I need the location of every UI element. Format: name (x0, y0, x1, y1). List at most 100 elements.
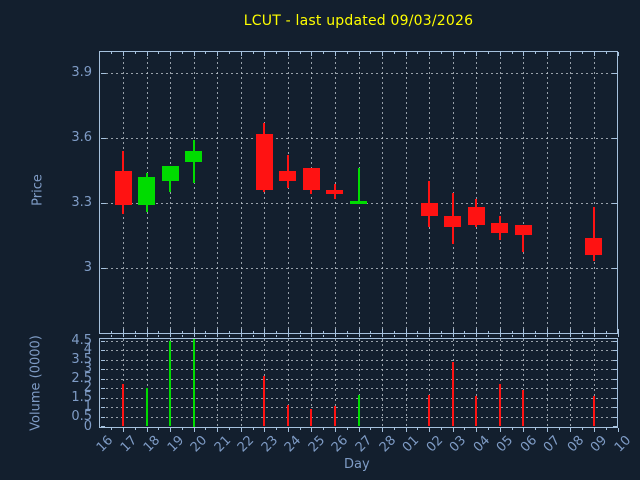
volume-bar (310, 409, 313, 427)
x-tick (346, 428, 348, 430)
gridline-vertical (546, 338, 548, 426)
x-tick (229, 52, 230, 54)
x-tick (582, 52, 584, 54)
x-tick (370, 52, 372, 54)
x-tick (264, 428, 266, 432)
volume-bar (357, 394, 360, 427)
x-tick (617, 428, 619, 432)
volume-bar (263, 375, 266, 427)
x-tick (311, 329, 313, 333)
x-tick (205, 52, 207, 54)
x-tick (252, 52, 254, 54)
x-tick (123, 52, 125, 56)
y-tick (612, 73, 617, 74)
gridline-vertical (499, 338, 501, 426)
price-tick-label: 3.6 (71, 130, 92, 145)
volume-bar (286, 404, 289, 427)
x-tick (170, 329, 172, 333)
candle-body (514, 224, 532, 236)
chart-title: LCUT - last updated 09/03/2026 (243, 13, 474, 29)
x-tick (382, 333, 384, 337)
x-tick (440, 335, 442, 337)
x-tick (346, 335, 348, 337)
x-tick-label: 22 (235, 433, 258, 456)
x-tick (429, 333, 431, 337)
x-tick (346, 331, 348, 333)
x-tick (170, 52, 172, 56)
x-tick-label: 19 (164, 433, 187, 456)
x-tick (370, 428, 372, 430)
x-tick (570, 428, 572, 432)
candle-body (350, 200, 367, 205)
price-tick-label: 3 (83, 260, 92, 275)
x-tick (382, 329, 384, 333)
x-tick (511, 52, 513, 54)
volume-bar (145, 388, 148, 427)
volume-tick-label: 0.5 (71, 408, 92, 424)
x-tick (535, 335, 537, 337)
x-tick (111, 52, 113, 54)
x-tick (523, 333, 525, 337)
gridline-vertical (217, 52, 219, 332)
x-tick-label: 26 (329, 433, 352, 456)
gridline-vertical (429, 338, 431, 426)
x-tick (429, 329, 431, 333)
x-tick (535, 331, 537, 333)
x-tick (264, 52, 266, 56)
x-tick (405, 52, 407, 56)
x-tick-label: 28 (376, 433, 399, 456)
candle-body (302, 168, 320, 190)
x-tick-label: 18 (140, 433, 164, 456)
volume-tick-label: 3.5 (71, 351, 92, 367)
x-tick (499, 333, 501, 337)
y-tick (100, 268, 106, 269)
x-tick (511, 335, 513, 337)
x-tick (276, 52, 278, 54)
x-tick (452, 428, 454, 432)
volume-tick-label: 4 (83, 342, 92, 358)
volume-bar (169, 340, 172, 427)
gridline-vertical (593, 338, 595, 426)
x-tick-label: 06 (517, 433, 540, 456)
x-tick (499, 428, 501, 432)
x-tick (217, 329, 219, 333)
gridline-vertical (452, 52, 454, 332)
price-tick-label: 3.3 (71, 195, 92, 210)
x-tick (217, 428, 219, 432)
x-tick-label: 03 (446, 433, 470, 456)
gridline-vertical (523, 338, 525, 426)
x-tick (193, 52, 195, 56)
x-tick (499, 52, 501, 56)
y-tick (100, 407, 105, 409)
x-tick (252, 331, 254, 333)
x-tick (570, 52, 572, 56)
y-tick (100, 350, 105, 352)
x-tick (382, 52, 384, 56)
x-tick (605, 52, 607, 54)
y-tick (613, 340, 617, 342)
gridline-vertical (240, 52, 242, 332)
candle-body (185, 151, 203, 162)
x-tick (464, 52, 466, 54)
x-tick (617, 333, 619, 337)
candle-wick (357, 168, 360, 205)
gridline-vertical (570, 52, 572, 332)
gridline-vertical (123, 338, 125, 426)
x-tick (264, 329, 266, 333)
volume-tick-label: 4.5 (71, 332, 92, 348)
y-tick (612, 268, 617, 269)
x-tick (476, 52, 478, 56)
x-tick-label: 05 (494, 433, 517, 456)
x-tick (593, 52, 595, 56)
x-tick (358, 329, 360, 333)
x-tick (158, 428, 160, 430)
x-tick (417, 335, 419, 337)
x-tick (123, 333, 125, 337)
x-tick (558, 428, 560, 430)
x-tick (476, 428, 478, 432)
y-tick (100, 340, 105, 342)
x-tick (452, 329, 454, 333)
volume-panel (99, 337, 618, 428)
y-tick (100, 416, 105, 418)
